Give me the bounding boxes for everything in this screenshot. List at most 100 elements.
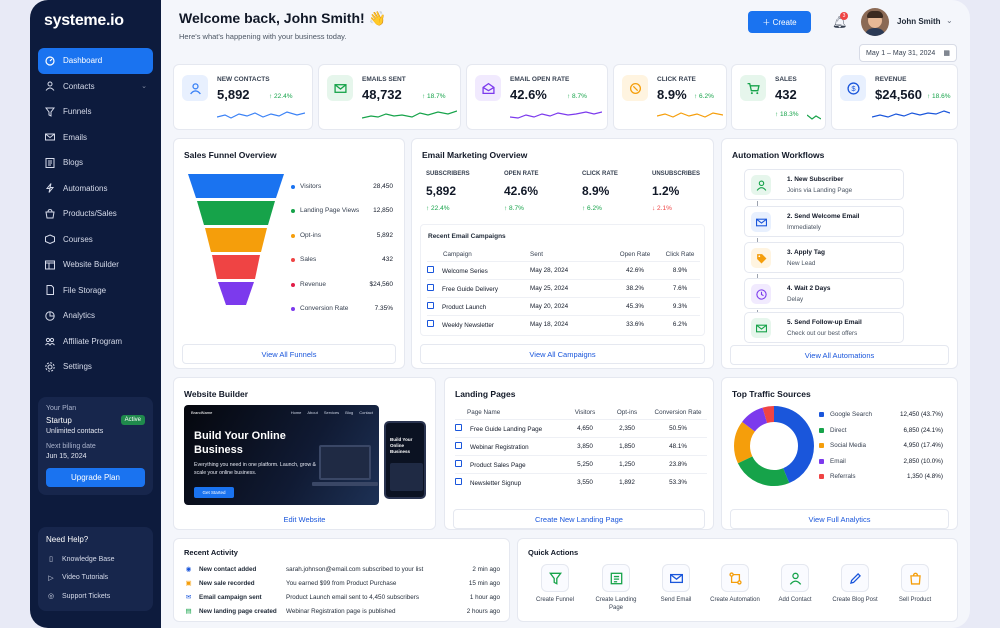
- stat-card-click-rate[interactable]: CLICK RATE 8.9% ↑ 6.2%: [613, 64, 727, 130]
- table-row[interactable]: Weekly Newsletter May 18, 2024 33.6% 6.2%: [427, 315, 700, 333]
- traffic-legend-item: Referrals 1,350 (4.8%): [819, 473, 943, 480]
- preview-cta-button: Get Started: [194, 487, 234, 498]
- workflow-step[interactable]: 2. Send Welcome Email Immediately: [744, 206, 904, 237]
- workflow-step[interactable]: 5. Send Follow-up Email Check out our bes…: [744, 312, 904, 343]
- notifications-button[interactable]: 🔔︎ 3: [832, 12, 848, 29]
- click-icon: [622, 75, 648, 101]
- avatar[interactable]: [861, 8, 889, 36]
- view-full-analytics-button[interactable]: View Full Analytics: [730, 509, 949, 529]
- table-row[interactable]: Free Guide Landing Page 4,650 2,350 50.5%: [455, 419, 707, 437]
- quick-action-send-email[interactable]: Send Email: [649, 564, 703, 604]
- activity-row[interactable]: ✉ Email campaign sent Product Launch email…: [185, 593, 500, 601]
- stat-label: EMAILS SENT: [362, 76, 406, 83]
- sidebar-item-courses[interactable]: Courses: [38, 227, 153, 253]
- help-link-knowledge-base[interactable]: ▯ Knowledge Base: [46, 550, 145, 569]
- stat-change: ↑ 18.6%: [927, 93, 951, 100]
- email-metric-open-rate: OPEN RATE 42.6% ↑ 8.7%: [504, 171, 539, 212]
- create-button[interactable]: ＋ Create: [748, 11, 811, 33]
- sidebar-item-funnels[interactable]: Funnels: [38, 99, 153, 125]
- upgrade-plan-button[interactable]: Upgrade Plan: [46, 468, 145, 487]
- legend-value: 5,892: [376, 232, 393, 239]
- sidebar-item-file-storage[interactable]: File Storage: [38, 278, 153, 304]
- metric-change: ↑ 22.4%: [426, 205, 450, 212]
- sidebar-item-contacts[interactable]: Contacts ⌄: [38, 74, 153, 100]
- sidebar-item-label: Affiliate Program: [63, 336, 122, 346]
- workflow-step[interactable]: 4. Wait 2 Days Delay: [744, 278, 904, 309]
- quick-action-sell-product[interactable]: Sell Product: [888, 564, 942, 604]
- stat-change: ↑ 18.3%: [775, 111, 799, 118]
- activity-row[interactable]: ▣ New sale recorded You earned $99 from Pr…: [185, 579, 500, 587]
- table-row[interactable]: Newsletter Signup 3,550 1,892 53.3%: [455, 473, 707, 491]
- website-icon: [44, 259, 55, 270]
- stat-card-sales[interactable]: SALES 432 ↑ 18.3%: [731, 64, 826, 130]
- website-preview-desktop[interactable]: BrandName Home About Services Blog Contact B…: [184, 405, 379, 505]
- sidebar-item-settings[interactable]: Settings: [38, 354, 153, 380]
- laptop-icon: [319, 445, 371, 480]
- activity-row[interactable]: ▤ New landing page created Webinar Registr…: [185, 607, 500, 615]
- sidebar-item-analytics[interactable]: Analytics: [38, 303, 153, 329]
- card-title: Email Marketing Overview: [422, 150, 528, 160]
- plan-card: Your Plan Startup Active Unlimited conta…: [38, 397, 153, 495]
- table-row[interactable]: Product Sales Page 5,250 1,250 23.8%: [455, 455, 707, 473]
- email-metric-click-rate: CLICK RATE 8.9% ↑ 6.2%: [582, 171, 618, 212]
- quick-action-create-blog-post[interactable]: Create Blog Post: [828, 564, 882, 604]
- sidebar-item-automations[interactable]: Automations: [38, 176, 153, 202]
- funnel-legend-item: Opt-ins 5,892: [291, 232, 393, 239]
- table-row[interactable]: Free Guide Delivery May 25, 2024 38.2% 7.6%: [427, 279, 700, 297]
- stat-value: 432: [775, 87, 797, 102]
- file-icon: [44, 285, 55, 296]
- affiliate-icon: [44, 336, 55, 347]
- view-all-automations-button[interactable]: View All Automations: [730, 345, 949, 365]
- legend-swatch: [819, 474, 824, 479]
- workflow-step[interactable]: 1. New Subscriber Joins via Landing Page: [744, 169, 904, 200]
- donut-slice-referrals: [734, 406, 814, 486]
- legend-dot: [291, 257, 295, 262]
- quick-action-create-funnel[interactable]: Create Funnel: [528, 564, 582, 604]
- sidebar-item-blogs[interactable]: Blogs: [38, 150, 153, 176]
- view-all-funnels-button[interactable]: View All Funnels: [182, 344, 396, 364]
- sidebar-item-products[interactable]: Products/Sales: [38, 201, 153, 227]
- donut-slice-social-media: [734, 406, 814, 486]
- table-row[interactable]: Webinar Registration 3,850 1,850 48.1%: [455, 437, 707, 455]
- create-landing-page-button[interactable]: Create New Landing Page: [453, 509, 705, 529]
- table-row[interactable]: Product Launch May 20, 2024 45.3% 9.3%: [427, 297, 700, 315]
- chevron-down-icon[interactable]: ⌄: [946, 16, 953, 25]
- stat-card-revenue[interactable]: $ REVENUE $24,560 ↑ 18.6%: [831, 64, 958, 130]
- sidebar-item-affiliate[interactable]: Affiliate Program: [38, 329, 153, 355]
- activity-row[interactable]: ◉ New contact added sarah.johnson@email.co…: [185, 565, 500, 573]
- date-range-picker[interactable]: May 1 – May 31, 2024 ▦: [859, 44, 957, 62]
- cart-icon: [740, 75, 766, 101]
- funnel-legend-item: Landing Page Views 12,850: [291, 207, 393, 214]
- page-icon: [455, 424, 462, 431]
- workflow-connector: [757, 238, 758, 243]
- sidebar-item-emails[interactable]: Emails: [38, 125, 153, 151]
- quick-action-add-contact[interactable]: Add Contact: [768, 564, 822, 604]
- quick-action-create-automation[interactable]: Create Automation: [708, 564, 762, 604]
- workflow-step[interactable]: 3. Apply Tag New Lead: [744, 242, 904, 273]
- stat-card-new-contacts[interactable]: NEW CONTACTS 5,892 ↑ 22.4%: [173, 64, 313, 130]
- stat-card-open-rate[interactable]: EMAIL OPEN RATE 42.6% ↑ 8.7%: [466, 64, 608, 130]
- user-name[interactable]: John Smith: [897, 17, 941, 26]
- page-icon: [455, 442, 462, 449]
- card-title: Landing Pages: [455, 389, 516, 399]
- legend-label: Google Search: [830, 411, 873, 418]
- table-row[interactable]: Welcome Series May 28, 2024 42.6% 8.9%: [427, 261, 700, 279]
- brand-logo[interactable]: systeme.io: [44, 12, 124, 29]
- legend-value: $24,560: [369, 281, 394, 288]
- traffic-sources-card: Top Traffic Sources Google Search 12,450 …: [721, 377, 958, 530]
- play-icon: ▷: [48, 574, 54, 582]
- column-header: Sent: [530, 250, 543, 258]
- view-all-campaigns-button[interactable]: View All Campaigns: [420, 344, 705, 364]
- quick-action-create-landing-page[interactable]: Create Landing Page: [589, 564, 643, 612]
- sidebar-item-dashboard[interactable]: Dashboard: [38, 48, 153, 74]
- stat-card-emails-sent[interactable]: EMAILS SENT 48,732 ↑ 18.7%: [318, 64, 461, 130]
- help-title: Need Help?: [46, 535, 89, 544]
- help-link-video-tutorials[interactable]: ▷ Video Tutorials: [46, 569, 145, 588]
- stat-value: 48,732: [362, 87, 402, 102]
- sparkline: [657, 112, 723, 118]
- edit-website-button[interactable]: Edit Website: [283, 515, 326, 524]
- help-link-support-tickets[interactable]: ◎ Support Tickets: [46, 587, 145, 606]
- sidebar-item-website-builder[interactable]: Website Builder: [38, 252, 153, 278]
- website-preview-mobile[interactable]: Build Your Online Business: [384, 421, 426, 499]
- mail-icon: [751, 212, 771, 232]
